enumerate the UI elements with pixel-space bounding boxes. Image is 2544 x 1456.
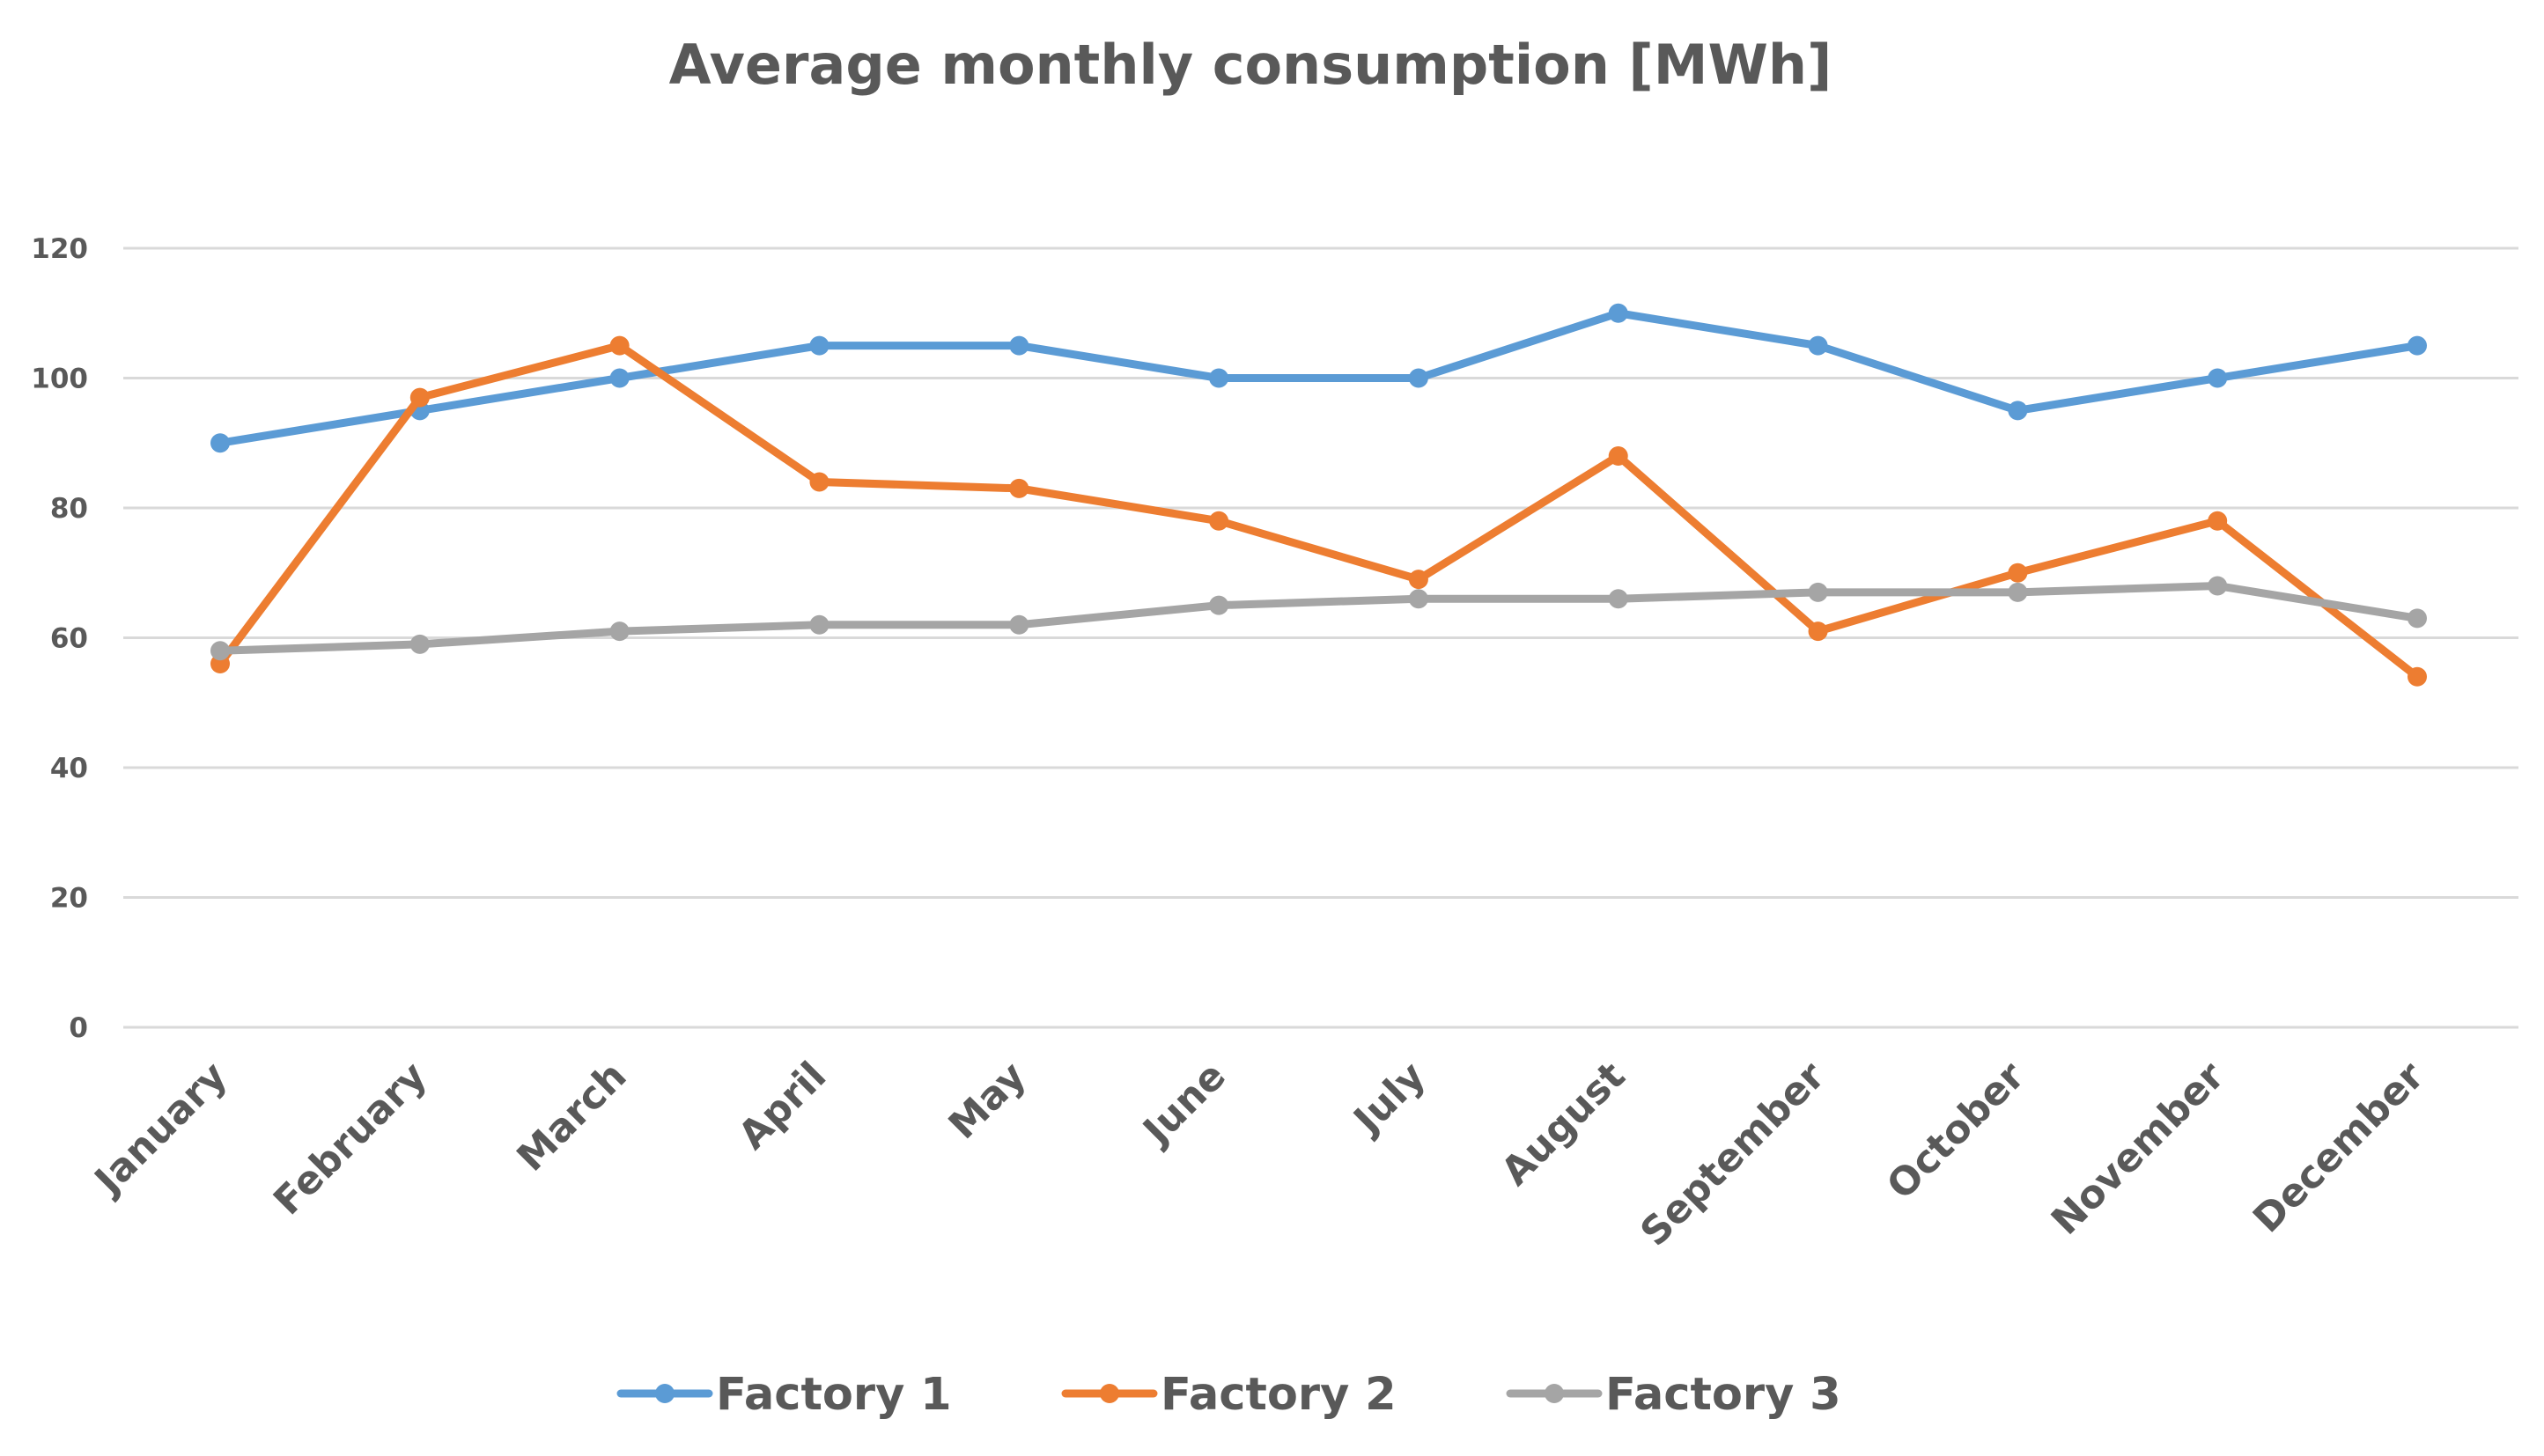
point-factory-3-december bbox=[2408, 608, 2427, 629]
legend-swatch-marker-factory-1 bbox=[655, 1384, 675, 1403]
x-tick-label-february: February bbox=[265, 1054, 436, 1224]
y-tick-label-100: 100 bbox=[31, 364, 88, 395]
point-factory-1-september bbox=[1808, 335, 1828, 356]
point-factory-3-january bbox=[210, 641, 230, 661]
point-factory-2-december bbox=[2408, 666, 2427, 687]
series-line-factory-2 bbox=[216, 342, 2422, 681]
point-factory-2-september bbox=[1808, 621, 1828, 642]
x-tick-label-october: October bbox=[1878, 1054, 2033, 1209]
point-factory-1-august bbox=[1608, 303, 1628, 323]
point-factory-3-february bbox=[409, 634, 430, 654]
legend: Factory 1 Factory 2 Factory 3 bbox=[616, 1369, 1841, 1421]
y-axis-ticks: 0 20 40 60 80 100 120 bbox=[31, 233, 88, 1044]
x-tick-label-may: May bbox=[940, 1054, 1035, 1148]
point-factory-1-january bbox=[210, 433, 230, 453]
y-tick-label-120: 120 bbox=[31, 233, 88, 265]
point-factory-3-may bbox=[1009, 614, 1029, 635]
series-layer bbox=[210, 303, 2427, 687]
x-tick-label-november: November bbox=[2043, 1054, 2233, 1244]
point-factory-2-may bbox=[1009, 478, 1029, 498]
point-factory-3-march bbox=[609, 621, 630, 642]
point-factory-1-june bbox=[1209, 368, 1229, 388]
point-factory-1-april bbox=[809, 335, 830, 356]
y-tick-label-40: 40 bbox=[50, 753, 88, 784]
legend-swatch-marker-factory-2 bbox=[1100, 1384, 1119, 1403]
series-factory-1 bbox=[210, 303, 2427, 453]
point-factory-3-august bbox=[1608, 589, 1628, 609]
legend-item-factory-3: Factory 3 bbox=[1506, 1369, 1841, 1421]
point-factory-2-october bbox=[2008, 563, 2028, 583]
legend-label-factory-1: Factory 1 bbox=[716, 1369, 952, 1421]
x-tick-label-september: September bbox=[1632, 1054, 1833, 1255]
series-line-factory-1 bbox=[216, 309, 2422, 447]
legend-label-factory-2: Factory 2 bbox=[1161, 1369, 1397, 1421]
point-factory-3-november bbox=[2208, 576, 2228, 596]
legend-item-factory-2: Factory 2 bbox=[1061, 1369, 1397, 1421]
y-tick-label-60: 60 bbox=[50, 623, 88, 655]
x-tick-label-march: March bbox=[508, 1054, 635, 1180]
x-axis-ticks: January February March April May June July Augu… bbox=[85, 1054, 2433, 1255]
x-tick-label-july: July bbox=[1344, 1054, 1434, 1144]
point-factory-1-july bbox=[1408, 368, 1428, 388]
y-tick-label-80: 80 bbox=[50, 493, 88, 525]
point-factory-1-may bbox=[1009, 335, 1029, 356]
y-tick-label-0: 0 bbox=[69, 1012, 88, 1044]
series-line-factory-3 bbox=[216, 582, 2422, 655]
x-tick-label-december: December bbox=[2245, 1054, 2433, 1242]
point-factory-2-june bbox=[1209, 511, 1229, 531]
point-factory-2-march bbox=[609, 335, 630, 356]
legend-swatch-marker-factory-3 bbox=[1545, 1384, 1564, 1403]
point-factory-2-july bbox=[1408, 570, 1428, 590]
point-factory-1-october bbox=[2008, 401, 2028, 421]
point-factory-3-september bbox=[1808, 582, 1828, 602]
point-factory-3-october bbox=[2008, 582, 2028, 602]
x-tick-label-january: January bbox=[85, 1054, 236, 1205]
point-factory-3-april bbox=[809, 614, 830, 635]
series-factory-2 bbox=[210, 335, 2427, 687]
chart-title: Average monthly consumption [MWh] bbox=[669, 33, 1832, 97]
x-tick-label-august: August bbox=[1493, 1054, 1633, 1195]
point-factory-2-november bbox=[2208, 511, 2228, 531]
point-factory-2-april bbox=[809, 472, 830, 492]
series-factory-3 bbox=[210, 576, 2427, 661]
point-factory-1-march bbox=[609, 368, 630, 388]
point-factory-2-august bbox=[1608, 446, 1628, 466]
point-factory-1-december bbox=[2408, 335, 2427, 356]
y-tick-label-20: 20 bbox=[50, 883, 88, 915]
legend-item-factory-1: Factory 1 bbox=[616, 1369, 952, 1421]
legend-label-factory-3: Factory 3 bbox=[1605, 1369, 1841, 1421]
point-factory-2-february bbox=[409, 387, 430, 408]
point-factory-1-november bbox=[2208, 368, 2228, 388]
point-factory-3-july bbox=[1408, 589, 1428, 609]
x-tick-label-june: June bbox=[1133, 1054, 1235, 1155]
x-tick-label-april: April bbox=[730, 1054, 835, 1158]
point-factory-3-june bbox=[1209, 595, 1229, 615]
